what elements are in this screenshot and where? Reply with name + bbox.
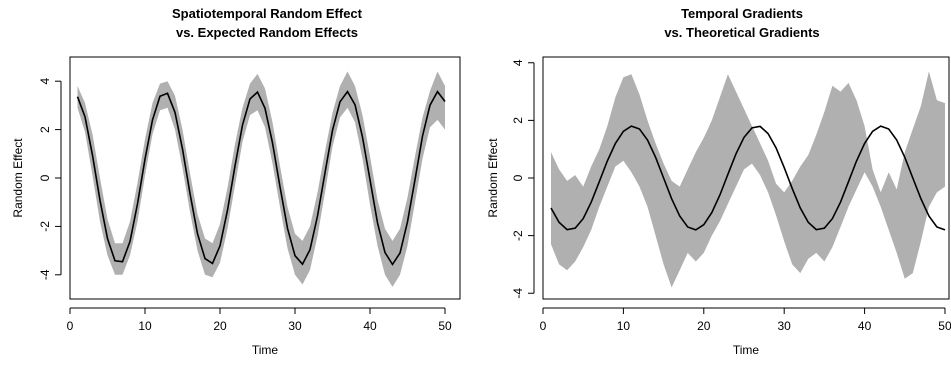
y-tick-label: 4 — [511, 59, 525, 66]
x-tick-label: 0 — [67, 319, 74, 333]
credible-band-area — [77, 71, 445, 287]
x-tick-label: 40 — [363, 319, 377, 333]
y-axis-label: Random Effect — [486, 138, 500, 218]
chart-title-line: vs. Theoretical Gradients — [664, 25, 819, 40]
x-tick-label: 30 — [288, 319, 302, 333]
y-tick-label: 0 — [511, 174, 525, 181]
plot-frame — [542, 56, 950, 300]
y-tick-label: -4 — [511, 288, 525, 299]
x-axis-label: Time — [733, 343, 760, 357]
left-chart-svg: 0 10 20 30 40 50 -4 -2 0 2 4 Spatiotemporal Random … — [11, 6, 461, 357]
x-axis-label: Time — [252, 343, 279, 357]
plot-frame — [69, 56, 461, 300]
x-tick-label: 40 — [858, 319, 872, 333]
series-line-theoretical — [550, 125, 946, 231]
x-tick-label: 20 — [213, 319, 227, 333]
y-tick-label: -2 — [38, 221, 52, 232]
x-tick-label: 50 — [438, 319, 452, 333]
left-chart-panel: 0 10 20 30 40 50 -4 -2 0 2 4 Spatiotemporal Random … — [0, 0, 475, 366]
right-chart-svg: 0 10 20 30 40 50 -4 -2 0 2 4 Temporal Gradients vs. … — [486, 6, 951, 357]
y-tick-label: -4 — [38, 269, 52, 280]
chart-title-line: vs. Expected Random Effects — [176, 25, 358, 40]
x-tick-label: 0 — [540, 319, 547, 333]
x-tick-label: 50 — [938, 319, 951, 333]
x-tick-label: 10 — [138, 319, 152, 333]
y-tick-label: 0 — [38, 174, 52, 181]
right-chart-panel: 0 10 20 30 40 50 -4 -2 0 2 4 Temporal Gradients vs. … — [475, 0, 951, 366]
y-tick-label: 4 — [38, 78, 52, 85]
series-line-expected — [76, 90, 446, 266]
x-tick-label: 10 — [617, 319, 631, 333]
y-tick-label: 2 — [38, 126, 52, 133]
credible-band-area — [551, 71, 945, 288]
chart-title-line: Temporal Gradients — [681, 6, 803, 21]
y-axis-label: Random Effect — [11, 138, 25, 218]
chart-title-line: Spatiotemporal Random Effect — [172, 6, 363, 21]
x-tick-label: 30 — [778, 319, 792, 333]
y-tick-label: -2 — [511, 230, 525, 241]
x-tick-label: 20 — [697, 319, 711, 333]
y-tick-label: 2 — [511, 117, 525, 124]
